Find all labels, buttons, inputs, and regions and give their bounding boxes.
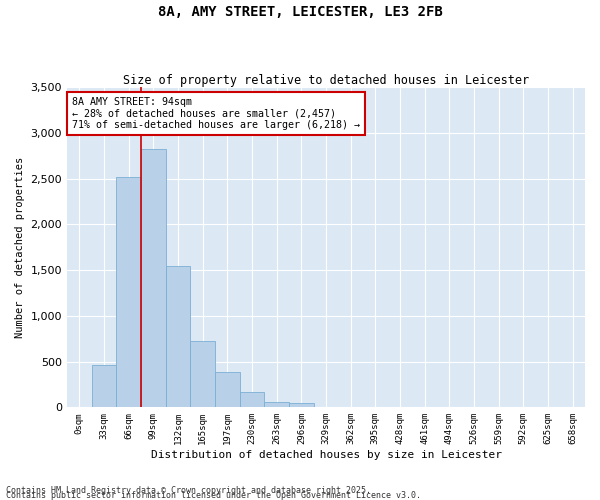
Text: 8A, AMY STREET, LEICESTER, LE3 2FB: 8A, AMY STREET, LEICESTER, LE3 2FB [158, 5, 442, 19]
Bar [215, 372, 239, 408]
X-axis label: Distribution of detached houses by size in Leicester: Distribution of detached houses by size … [151, 450, 502, 460]
Bar [239, 392, 265, 407]
Bar [116, 176, 141, 408]
Text: 8A AMY STREET: 94sqm
← 28% of detached houses are smaller (2,457)
71% of semi-de: 8A AMY STREET: 94sqm ← 28% of detached h… [72, 96, 360, 130]
Bar [289, 403, 314, 407]
Y-axis label: Number of detached properties: Number of detached properties [15, 156, 25, 338]
Bar [190, 340, 215, 407]
Bar [166, 266, 190, 408]
Text: Contains public sector information licensed under the Open Government Licence v3: Contains public sector information licen… [6, 490, 421, 500]
Bar [141, 149, 166, 407]
Bar [92, 365, 116, 408]
Text: Contains HM Land Registry data © Crown copyright and database right 2025.: Contains HM Land Registry data © Crown c… [6, 486, 371, 495]
Bar [265, 402, 289, 407]
Title: Size of property relative to detached houses in Leicester: Size of property relative to detached ho… [123, 74, 529, 87]
